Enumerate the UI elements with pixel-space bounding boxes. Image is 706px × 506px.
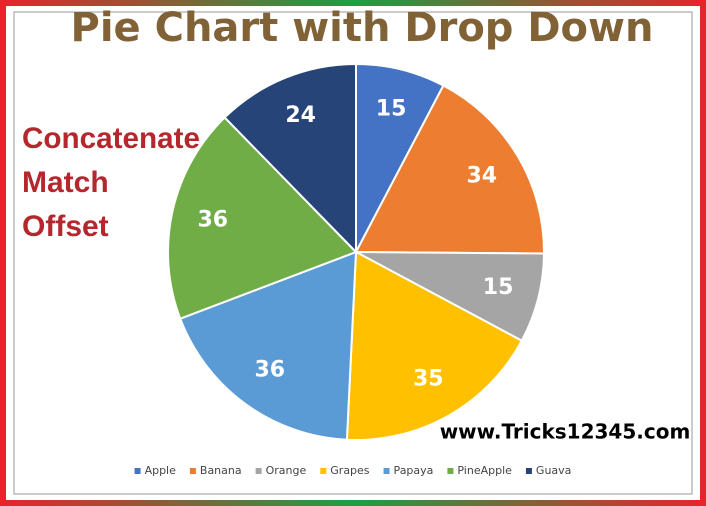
- annotations: Concatenate Match Offset: [22, 122, 200, 243]
- pie: 15 34 15 35 36 36 24: [167, 62, 546, 441]
- pie-slice: [178, 250, 358, 441]
- data-label: 35: [413, 367, 444, 392]
- legend-swatch: [134, 468, 141, 474]
- annotation: Concatenate: [22, 122, 200, 155]
- data-label: 15: [483, 275, 514, 300]
- pie-slice: [223, 62, 357, 255]
- legend-label: Apple: [145, 464, 177, 477]
- legend-swatch: [447, 468, 454, 474]
- legend-label: Orange: [266, 464, 307, 477]
- legend-label: PineApple: [457, 464, 512, 477]
- legend-swatch: [525, 468, 532, 474]
- plot-border: [13, 11, 693, 495]
- legend: Apple Banana Orange Grapes Papaya PineApple Gu…: [134, 464, 572, 477]
- legend-label: Papaya: [394, 464, 434, 477]
- legend-label: Grapes: [330, 464, 370, 477]
- legend-swatch: [255, 468, 262, 474]
- data-label: 15: [376, 97, 407, 122]
- legend-label: Banana: [200, 464, 242, 477]
- legend-swatch: [189, 468, 196, 474]
- legend-label: Guava: [536, 464, 572, 477]
- pie-slice: [167, 116, 358, 320]
- data-label: 34: [466, 164, 497, 189]
- website: www.Tricks12345.com: [440, 420, 691, 444]
- annotation: Offset: [22, 210, 109, 243]
- data-label: 36: [254, 358, 285, 383]
- legend-swatch: [320, 468, 327, 474]
- data-label: 24: [285, 103, 316, 128]
- annotation: Match: [22, 166, 109, 199]
- chart-title: Pie Chart with Drop Down: [71, 5, 654, 51]
- pie-slice: [354, 84, 545, 255]
- legend-swatch: [383, 468, 390, 474]
- pie-slice: [345, 250, 524, 441]
- data-label: 36: [198, 207, 229, 232]
